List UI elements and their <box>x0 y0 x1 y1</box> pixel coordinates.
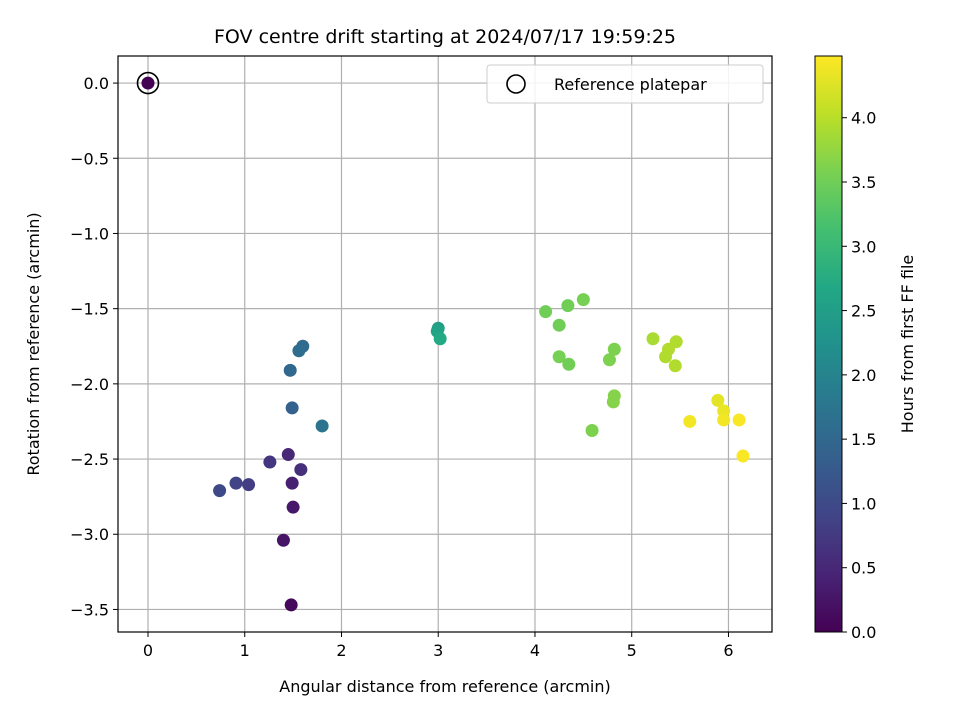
data-point <box>607 342 621 356</box>
data-point <box>646 332 660 346</box>
data-point <box>717 413 731 427</box>
data-point <box>736 449 750 463</box>
data-point <box>539 305 553 319</box>
colorbar-gradient <box>814 55 843 633</box>
colorbar-tick-label: 4.0 <box>851 109 876 128</box>
colorbar-tick-label: 2.5 <box>851 302 876 321</box>
y-axis-label: Rotation from reference (arcmin) <box>24 212 43 475</box>
scatter-points <box>141 76 750 612</box>
colorbar-tick-label: 2.0 <box>851 366 876 385</box>
data-point <box>433 332 447 346</box>
data-point <box>315 419 329 433</box>
chart-title: FOV centre drift starting at 2024/07/17 … <box>214 26 676 48</box>
x-tick-label: 3 <box>433 641 443 660</box>
data-point <box>659 350 673 364</box>
data-point <box>732 413 746 427</box>
reference-point <box>136 71 160 95</box>
colorbar-tick-label: 0.0 <box>851 623 876 642</box>
data-point <box>276 533 290 547</box>
data-point <box>284 598 298 612</box>
x-tick-label: 6 <box>723 641 733 660</box>
y-tick-label: −0.5 <box>70 149 109 168</box>
data-point <box>141 76 155 90</box>
y-tick-label: −3.5 <box>70 600 109 619</box>
data-point <box>263 455 277 469</box>
data-point <box>242 478 256 492</box>
data-point <box>668 359 682 373</box>
legend-entry-reference: Reference platepar <box>554 75 707 94</box>
data-point <box>669 335 683 349</box>
data-point <box>606 395 620 409</box>
data-point <box>213 484 227 498</box>
y-tick-label: −2.0 <box>70 375 109 394</box>
data-point <box>585 423 599 437</box>
colorbar-tick-label: 3.5 <box>851 173 876 192</box>
colorbar-tick-label: 1.0 <box>851 494 876 513</box>
x-axis-label: Angular distance from reference (arcmin) <box>279 677 610 696</box>
data-point <box>717 404 731 418</box>
colorbar-tick-label: 0.5 <box>851 559 876 578</box>
colorbar-ticks: 0.0 0.5 1.0 1.5 2.0 2.5 3.0 3.5 4.0 <box>842 109 876 642</box>
data-point <box>281 448 295 462</box>
reference-marker <box>136 71 160 95</box>
data-point <box>576 293 590 307</box>
legend-marker-icon <box>506 74 526 94</box>
x-tick-label: 4 <box>530 641 540 660</box>
x-tick-label: 2 <box>336 641 346 660</box>
y-tick-label: −1.0 <box>70 224 109 243</box>
grid <box>118 56 772 632</box>
y-tick-label: −3.0 <box>70 525 109 544</box>
data-point <box>285 476 299 490</box>
y-tick-label: 0.0 <box>84 74 109 93</box>
data-point <box>552 318 566 332</box>
data-point <box>283 363 297 377</box>
legend-box <box>486 64 764 104</box>
data-point <box>683 414 697 428</box>
colorbar: 0.0 0.5 1.0 1.5 2.0 2.5 3.0 3.5 4.0 Hours from f… <box>814 55 917 642</box>
y-axis: 0.0 −0.5 −1.0 −1.5 −2.0 −2.5 −3.0 −3.5 <box>70 74 118 619</box>
legend: Reference platepar <box>486 64 764 104</box>
data-point <box>561 299 575 313</box>
y-tick-label: −2.5 <box>70 450 109 469</box>
data-point <box>229 476 243 490</box>
colorbar-label: Hours from first FF file <box>898 255 917 434</box>
data-point <box>562 357 576 371</box>
data-point <box>285 401 299 415</box>
plot-frame <box>117 55 773 633</box>
data-point <box>552 350 566 364</box>
colorbar-tick-label: 3.0 <box>851 237 876 256</box>
x-axis: 0 1 2 3 4 5 6 <box>143 632 734 660</box>
x-tick-label: 1 <box>240 641 250 660</box>
data-point <box>602 353 616 367</box>
x-tick-label: 0 <box>143 641 153 660</box>
data-point <box>292 344 306 358</box>
x-tick-label: 5 <box>627 641 637 660</box>
y-tick-label: −1.5 <box>70 300 109 319</box>
data-point <box>711 393 725 407</box>
colorbar-tick-label: 1.5 <box>851 430 876 449</box>
data-point <box>294 463 308 477</box>
data-point <box>286 500 300 514</box>
